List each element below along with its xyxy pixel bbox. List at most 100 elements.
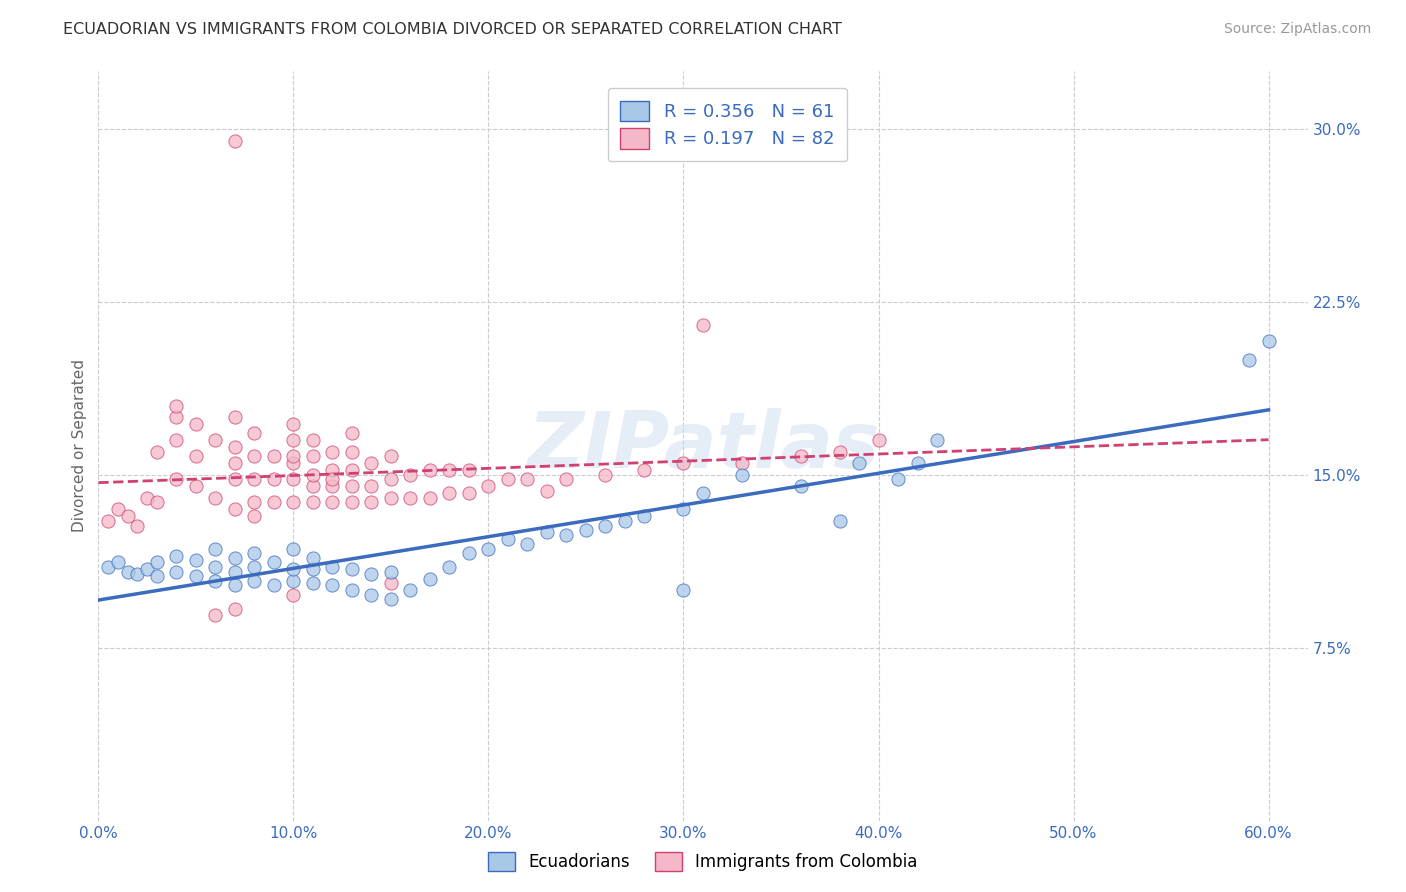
- Point: [302, 495, 325, 509]
- Point: [516, 472, 538, 486]
- Point: [263, 495, 285, 509]
- Point: [321, 472, 343, 486]
- Point: [204, 491, 226, 505]
- Point: [380, 450, 402, 464]
- Legend: R = 0.356   N = 61, R = 0.197   N = 82: R = 0.356 N = 61, R = 0.197 N = 82: [607, 88, 846, 161]
- Point: [399, 491, 422, 505]
- Point: [263, 556, 285, 570]
- Point: [165, 434, 187, 448]
- Point: [672, 583, 695, 598]
- Point: [204, 434, 226, 448]
- Point: [283, 562, 305, 576]
- Point: [399, 583, 422, 598]
- Point: [283, 456, 305, 470]
- Point: [127, 518, 149, 533]
- Point: [321, 463, 343, 477]
- Point: [399, 467, 422, 482]
- Point: [283, 574, 305, 588]
- Point: [204, 608, 226, 623]
- Point: [360, 456, 382, 470]
- Point: [302, 450, 325, 464]
- Point: [184, 553, 207, 567]
- Point: [243, 426, 266, 441]
- Point: [692, 318, 714, 332]
- Point: [204, 541, 226, 556]
- Point: [419, 491, 441, 505]
- Point: [224, 456, 246, 470]
- Point: [117, 509, 139, 524]
- Point: [380, 491, 402, 505]
- Point: [283, 450, 305, 464]
- Point: [828, 444, 851, 458]
- Point: [243, 574, 266, 588]
- Point: [360, 566, 382, 581]
- Point: [146, 556, 169, 570]
- Point: [439, 486, 461, 500]
- Point: [380, 472, 402, 486]
- Point: [340, 562, 363, 576]
- Point: [224, 472, 246, 486]
- Point: [243, 495, 266, 509]
- Point: [340, 495, 363, 509]
- Point: [224, 440, 246, 454]
- Text: Source: ZipAtlas.com: Source: ZipAtlas.com: [1223, 22, 1371, 37]
- Point: [360, 495, 382, 509]
- Point: [340, 479, 363, 493]
- Point: [107, 502, 129, 516]
- Point: [633, 463, 655, 477]
- Point: [439, 463, 461, 477]
- Point: [224, 550, 246, 565]
- Point: [184, 450, 207, 464]
- Point: [828, 514, 851, 528]
- Point: [731, 467, 754, 482]
- Point: [263, 578, 285, 592]
- Point: [302, 434, 325, 448]
- Point: [302, 562, 325, 576]
- Point: [302, 576, 325, 591]
- Point: [907, 456, 929, 470]
- Point: [263, 472, 285, 486]
- Point: [184, 479, 207, 493]
- Point: [672, 456, 695, 470]
- Point: [575, 523, 598, 537]
- Point: [419, 572, 441, 586]
- Point: [243, 560, 266, 574]
- Point: [204, 560, 226, 574]
- Point: [224, 565, 246, 579]
- Point: [146, 495, 169, 509]
- Point: [243, 546, 266, 560]
- Point: [887, 472, 910, 486]
- Point: [136, 491, 159, 505]
- Point: [107, 556, 129, 570]
- Y-axis label: Divorced or Separated: Divorced or Separated: [72, 359, 87, 533]
- Point: [184, 569, 207, 583]
- Point: [97, 514, 120, 528]
- Point: [321, 495, 343, 509]
- Point: [321, 444, 343, 458]
- Point: [302, 479, 325, 493]
- Point: [360, 479, 382, 493]
- Point: [243, 450, 266, 464]
- Point: [224, 502, 246, 516]
- Point: [146, 444, 169, 458]
- Point: [204, 574, 226, 588]
- Point: [380, 565, 402, 579]
- Point: [380, 576, 402, 591]
- Point: [672, 502, 695, 516]
- Legend: Ecuadorians, Immigrants from Colombia: Ecuadorians, Immigrants from Colombia: [481, 843, 925, 880]
- Point: [146, 569, 169, 583]
- Point: [1257, 334, 1279, 348]
- Point: [283, 588, 305, 602]
- Point: [458, 463, 481, 477]
- Point: [340, 444, 363, 458]
- Point: [263, 450, 285, 464]
- Point: [536, 525, 558, 540]
- Point: [496, 533, 519, 547]
- Point: [458, 546, 481, 560]
- Point: [302, 467, 325, 482]
- Point: [360, 588, 382, 602]
- Point: [477, 479, 499, 493]
- Point: [536, 483, 558, 498]
- Point: [380, 592, 402, 607]
- Point: [633, 509, 655, 524]
